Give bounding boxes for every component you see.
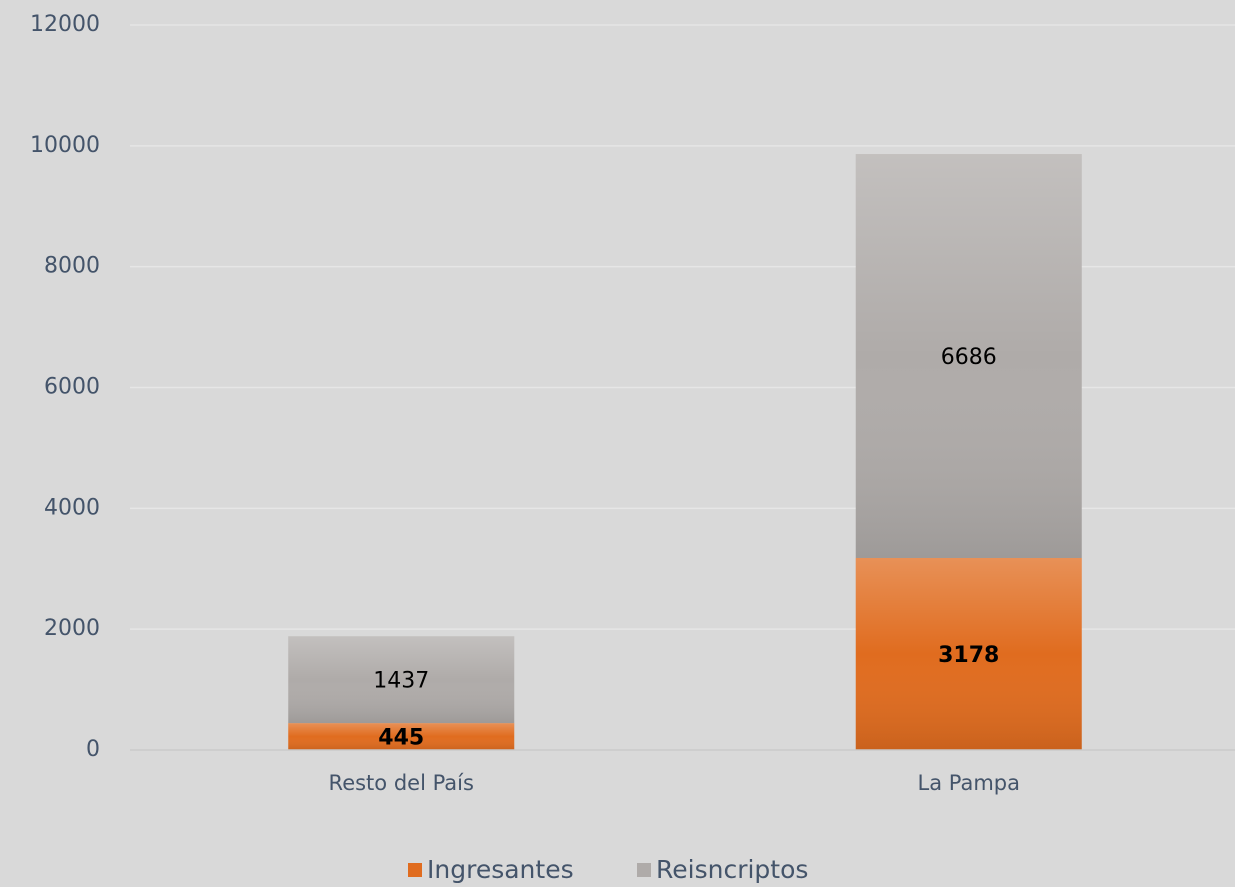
legend-swatch (637, 863, 651, 877)
data-label: 3178 (938, 643, 999, 668)
y-tick-label: 10000 (30, 133, 100, 158)
y-tick-label: 8000 (44, 254, 100, 279)
y-tick-label: 2000 (44, 616, 100, 641)
y-tick-label: 4000 (44, 495, 100, 520)
data-label: 6686 (941, 345, 997, 370)
x-tick-label: Resto del País (329, 771, 474, 795)
x-tick-label: La Pampa (918, 771, 1021, 795)
bar-shade (288, 636, 515, 724)
legend-label: Reisncriptos (656, 855, 808, 884)
y-tick-label: 12000 (30, 12, 100, 37)
bar-shade (288, 723, 515, 750)
legend-label: Ingresantes (427, 855, 574, 884)
bar-shade (855, 154, 1082, 558)
y-tick-label: 6000 (44, 375, 100, 400)
data-label: 1437 (373, 669, 429, 694)
bar-shade (855, 557, 1082, 750)
y-tick-label: 0 (86, 737, 100, 762)
data-label: 445 (378, 726, 424, 751)
legend-swatch (408, 863, 422, 877)
